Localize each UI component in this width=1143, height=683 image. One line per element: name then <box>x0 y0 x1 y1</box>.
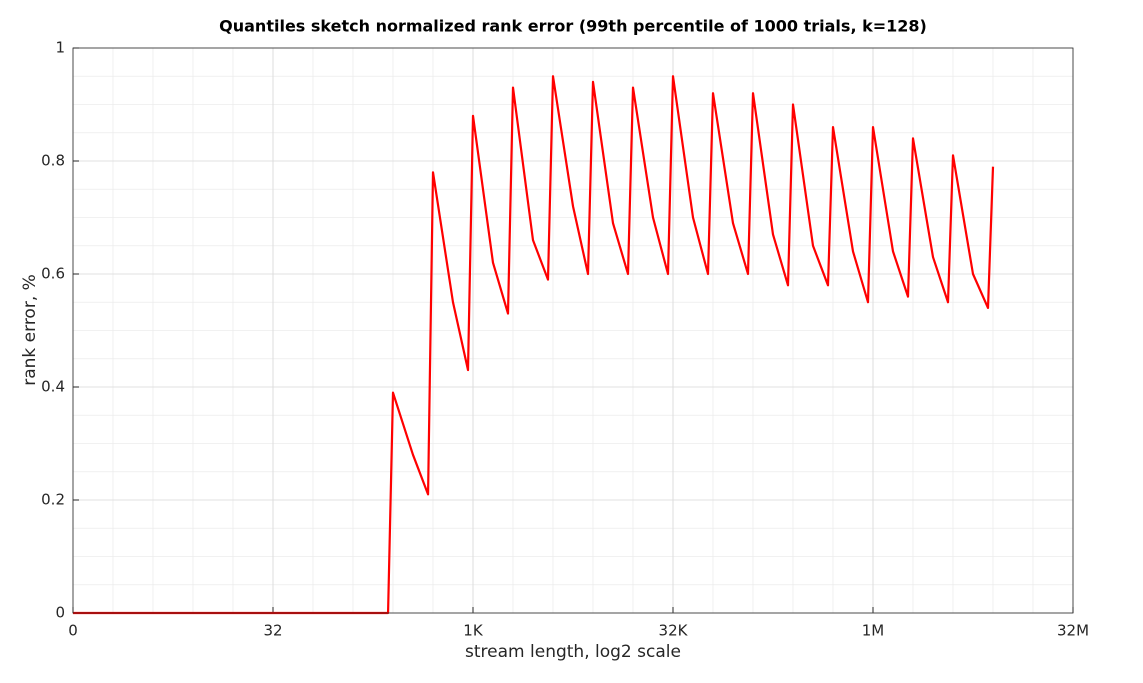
y-tick-label: 0.4 <box>41 378 65 396</box>
x-axis-label: stream length, log2 scale <box>465 642 681 662</box>
y-axis-label: rank error, % <box>20 274 40 386</box>
x-tick-label: 0 <box>68 622 78 640</box>
chart-title: Quantiles sketch normalized rank error (… <box>219 17 927 36</box>
x-tick-label: 32M <box>1057 622 1089 640</box>
x-tick-label: 1M <box>862 622 885 640</box>
x-tick-label: 32K <box>659 622 689 640</box>
data-line <box>73 75 995 615</box>
y-tick-label: 0.2 <box>41 491 65 509</box>
plot-frame <box>72 47 1074 614</box>
y-tick-label: 1 <box>55 39 65 57</box>
y-tick-label: 0.8 <box>41 152 65 170</box>
x-tick-label: 1K <box>463 622 484 640</box>
x-tick-label: 32 <box>263 622 282 640</box>
y-tick-label: 0.6 <box>41 265 65 283</box>
y-tick-label: 0 <box>55 604 65 622</box>
